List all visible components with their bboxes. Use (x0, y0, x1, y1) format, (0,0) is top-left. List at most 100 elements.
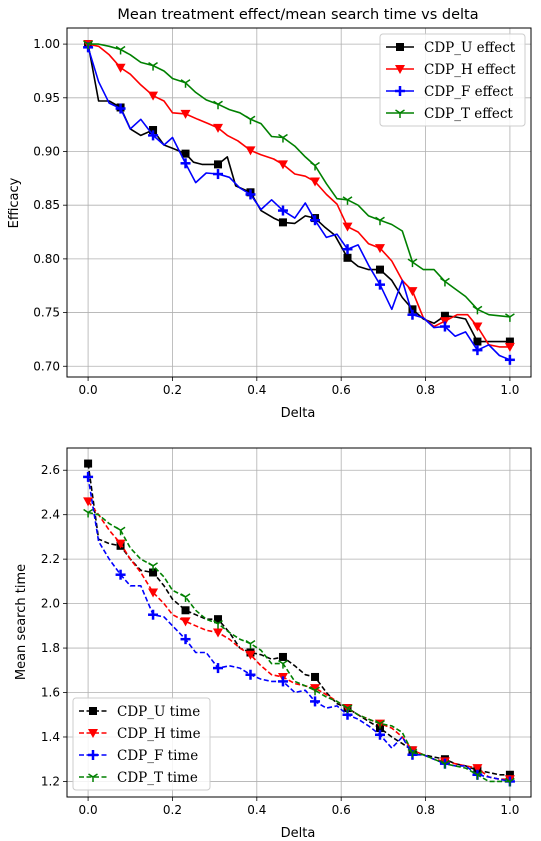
marker-stroke (504, 777, 511, 783)
marker-point (180, 617, 191, 627)
x-tick-label: 0.6 (332, 803, 351, 817)
series-line (87, 43, 510, 348)
x-tick-label: 0.2 (163, 803, 182, 817)
marker-stroke (213, 100, 219, 105)
marker-point (407, 287, 418, 297)
series-cdp_h-time (83, 497, 515, 785)
legend: CDP_U time CDP_H time CDP_F time CDP_T time (72, 697, 211, 791)
legend-item: CDP_F effect (386, 84, 514, 100)
marker-stroke (310, 161, 316, 167)
y-tick-label: 2.6 (41, 463, 60, 477)
marker-point (505, 337, 514, 346)
marker-stroke (477, 771, 483, 776)
marker-point (148, 61, 158, 71)
marker-stroke (444, 277, 450, 283)
x-tick-label: 1.0 (500, 803, 519, 817)
marker-stroke (250, 639, 256, 645)
marker-stroke (148, 562, 154, 567)
marker-stroke (245, 115, 251, 120)
marker-stroke (250, 115, 256, 120)
marker-point (395, 109, 405, 118)
marker-point (181, 149, 190, 158)
y-tick-label: 1.2 (41, 774, 60, 788)
x-tick-label: 0.8 (416, 803, 435, 817)
marker-stroke (412, 258, 418, 263)
marker-point (375, 720, 385, 729)
series-line (87, 43, 510, 343)
marker-point (115, 526, 126, 536)
marker-point (504, 313, 515, 322)
y-tick-label: 1.6 (41, 686, 60, 700)
legend-label: CDP_U time (117, 704, 200, 720)
series-line (87, 47, 511, 361)
marker-stroke (115, 45, 121, 51)
legend-item: CDP_U effect (386, 40, 516, 56)
legend-item: CDP_U time (79, 704, 200, 720)
marker-stroke (444, 760, 450, 765)
marker-stroke (185, 593, 191, 598)
y-tick-label: 0.70 (33, 359, 60, 373)
marker-point (214, 615, 223, 624)
series-line (87, 476, 511, 783)
marker-point (343, 253, 352, 262)
marker-point (310, 177, 321, 187)
marker-point (407, 258, 418, 268)
legend-label: CDP_T time (117, 770, 198, 786)
marker-point (245, 146, 256, 156)
legend-label: CDP_U effect (424, 40, 516, 56)
marker-point (83, 508, 94, 518)
marker-stroke (310, 686, 316, 691)
y-tick-label: 0.80 (33, 252, 60, 266)
marker-stroke (180, 79, 186, 84)
marker-stroke (407, 258, 413, 263)
marker-stroke (180, 593, 186, 598)
marker-point (148, 562, 158, 571)
marker-point (115, 63, 126, 73)
marker-point (213, 169, 224, 180)
marker-point (181, 606, 190, 615)
legend-frame (379, 33, 526, 127)
marker-stroke (282, 660, 288, 665)
marker-point (374, 729, 385, 740)
marker-point (277, 205, 288, 216)
marker-stroke (185, 79, 191, 84)
x-tick-label: 0.8 (416, 383, 435, 397)
marker-point (407, 748, 418, 758)
marker-stroke (217, 619, 223, 625)
x-tick-label: 0.0 (79, 803, 98, 817)
marker-point (213, 628, 224, 638)
y-tick-label: 1.4 (41, 730, 60, 744)
marker-stroke (375, 216, 381, 221)
marker-point (213, 100, 223, 110)
marker-point (180, 158, 191, 169)
legend-frame (72, 697, 211, 791)
effect-chart: Mean treatment effect/mean search time v… (7, 7, 532, 421)
marker-point (115, 103, 126, 114)
legend-item: CDP_T time (79, 770, 198, 786)
x-tick-label: 0.0 (79, 383, 98, 397)
chart-title: Mean treatment effect/mean search time v… (117, 7, 478, 23)
marker-point (115, 45, 126, 55)
y-axis-label: Efficacy (7, 177, 22, 228)
marker-stroke (509, 777, 515, 783)
marker-point (214, 160, 223, 169)
marker-stroke (314, 161, 320, 167)
marker-stroke (395, 109, 401, 114)
marker-point (375, 265, 384, 274)
marker-point (180, 593, 191, 602)
marker-stroke (88, 773, 94, 778)
marker-stroke (347, 704, 353, 709)
marker-stroke (148, 61, 154, 67)
y-tick-label: 0.95 (33, 91, 60, 105)
marker-stroke (342, 704, 348, 709)
marker-point (278, 218, 287, 227)
marker-point (504, 354, 515, 365)
x-tick-label: 0.4 (247, 803, 266, 817)
marker-point (89, 707, 97, 715)
marker-point (84, 459, 93, 468)
marker-stroke (375, 720, 381, 725)
y-tick-label: 0.75 (33, 306, 60, 320)
marker-point (245, 189, 256, 200)
series-cdp_f-effect (83, 42, 515, 365)
marker-point (88, 773, 98, 782)
